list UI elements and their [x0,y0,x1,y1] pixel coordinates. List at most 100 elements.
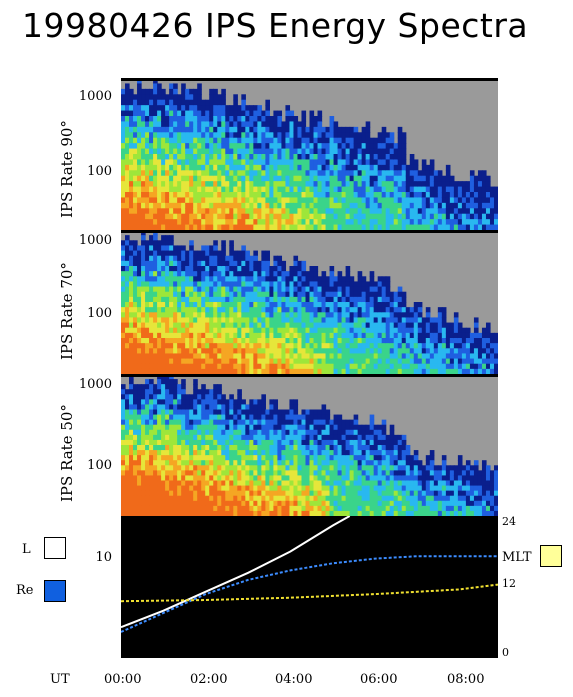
heatmap-cell [265,271,270,277]
heatmap-cell [353,338,359,344]
heatmap-cell [465,202,471,209]
heatmap-cell [157,389,162,395]
heatmap-cell [249,143,254,150]
heatmap-cell [397,353,403,360]
heatmap-cell [277,110,283,117]
heatmap-cell [257,110,262,117]
heatmap-cell [277,116,283,123]
heatmap-cell [137,480,142,487]
heatmap-cell [277,450,283,456]
heatmap-cell [161,250,166,257]
heatmap-cell [345,302,351,308]
heatmap-cell [209,250,214,257]
heatmap-cell [353,181,359,188]
heatmap-cell [429,175,435,182]
heatmap-cell [437,327,443,334]
heatmap-cell [221,255,226,262]
heatmap-cell [261,338,266,344]
heatmap-cell [413,358,419,365]
heatmap-cell [205,439,210,446]
heatmap-cell [437,312,443,319]
heatmap-cell [221,500,226,507]
heatmap-cell [197,154,202,161]
heatmap-cell [333,154,339,161]
heatmap-cell [129,296,134,303]
heatmap-cell [161,121,166,128]
heatmap-cell [213,219,218,226]
heatmap-cell [205,434,210,441]
heatmap-cell [301,353,307,360]
heatmap-cell [365,327,371,334]
heatmap-cell [129,175,134,182]
heatmap-cell [289,414,295,421]
heatmap-cell [389,291,395,298]
heatmap-cell [133,266,138,272]
heatmap-cell [145,260,150,267]
heatmap-cell [353,224,359,230]
heatmap-cell [393,202,399,209]
heatmap-cell [121,213,126,220]
heatmap-cell [221,126,226,133]
heatmap-cell [185,470,190,477]
heatmap-cell [229,338,234,344]
heatmap-cell [129,510,134,516]
heatmap-cell [189,358,194,365]
heatmap-cell [389,327,395,334]
heatmap-cell [361,353,367,360]
heatmap-cell [269,368,274,374]
heatmap-cell [193,475,198,482]
heatmap-cell [225,143,230,150]
heatmap-cell [141,450,146,456]
heatmap-cell [317,154,323,161]
heatmap-cell [329,197,335,204]
heatmap-cell [281,409,287,416]
heatmap-cell [149,338,154,344]
heatmap-cell [249,434,254,441]
heatmap-cell [393,154,399,161]
heatmap-cell [273,500,279,507]
heatmap-cell [277,121,283,128]
heatmap-cell [321,439,327,446]
heatmap-cell [321,296,327,303]
heatmap-cell [401,327,407,334]
heatmap-cell [125,343,130,349]
heatmap-cell [129,105,134,112]
heatmap-cell [277,143,283,150]
heatmap-cell [213,240,218,247]
heatmap-cell [337,208,343,215]
heatmap-cell [409,164,415,171]
heatmap-cell [125,399,130,406]
heatmap-cell [209,510,214,516]
heatmap-cell [313,296,319,303]
ytick-90-1000: 1000 [78,89,112,104]
heatmap-cell [361,208,367,215]
heatmap-cell [317,110,323,117]
heatmap-cell [277,170,283,177]
heatmap-cell [305,465,311,471]
heatmap-cell [205,255,210,262]
heatmap-cell [133,240,138,247]
heatmap-cell [253,186,258,193]
heatmap-cell [193,110,198,117]
heatmap-cell [185,170,190,177]
heatmap-cell [325,186,331,193]
heatmap-cell [217,148,222,155]
heatmap-cell [193,281,198,288]
heatmap-cell [161,348,166,355]
heatmap-cell [149,224,154,230]
heatmap-cell [233,281,238,288]
heatmap-cell [205,132,210,139]
heatmap-cell [265,480,270,487]
heatmap-cell [165,219,170,226]
heatmap-cell [281,358,287,365]
heatmap-cell [157,291,162,298]
heatmap-cell [293,510,299,516]
heatmap-cell [165,302,170,308]
heatmap-cell [149,500,154,507]
heatmap-cell [165,332,170,339]
heatmap-cell [213,302,218,308]
heatmap-cell [377,208,383,215]
heatmap-cell [301,132,307,139]
heatmap-cell [181,110,186,117]
heatmap-cell [345,358,351,365]
